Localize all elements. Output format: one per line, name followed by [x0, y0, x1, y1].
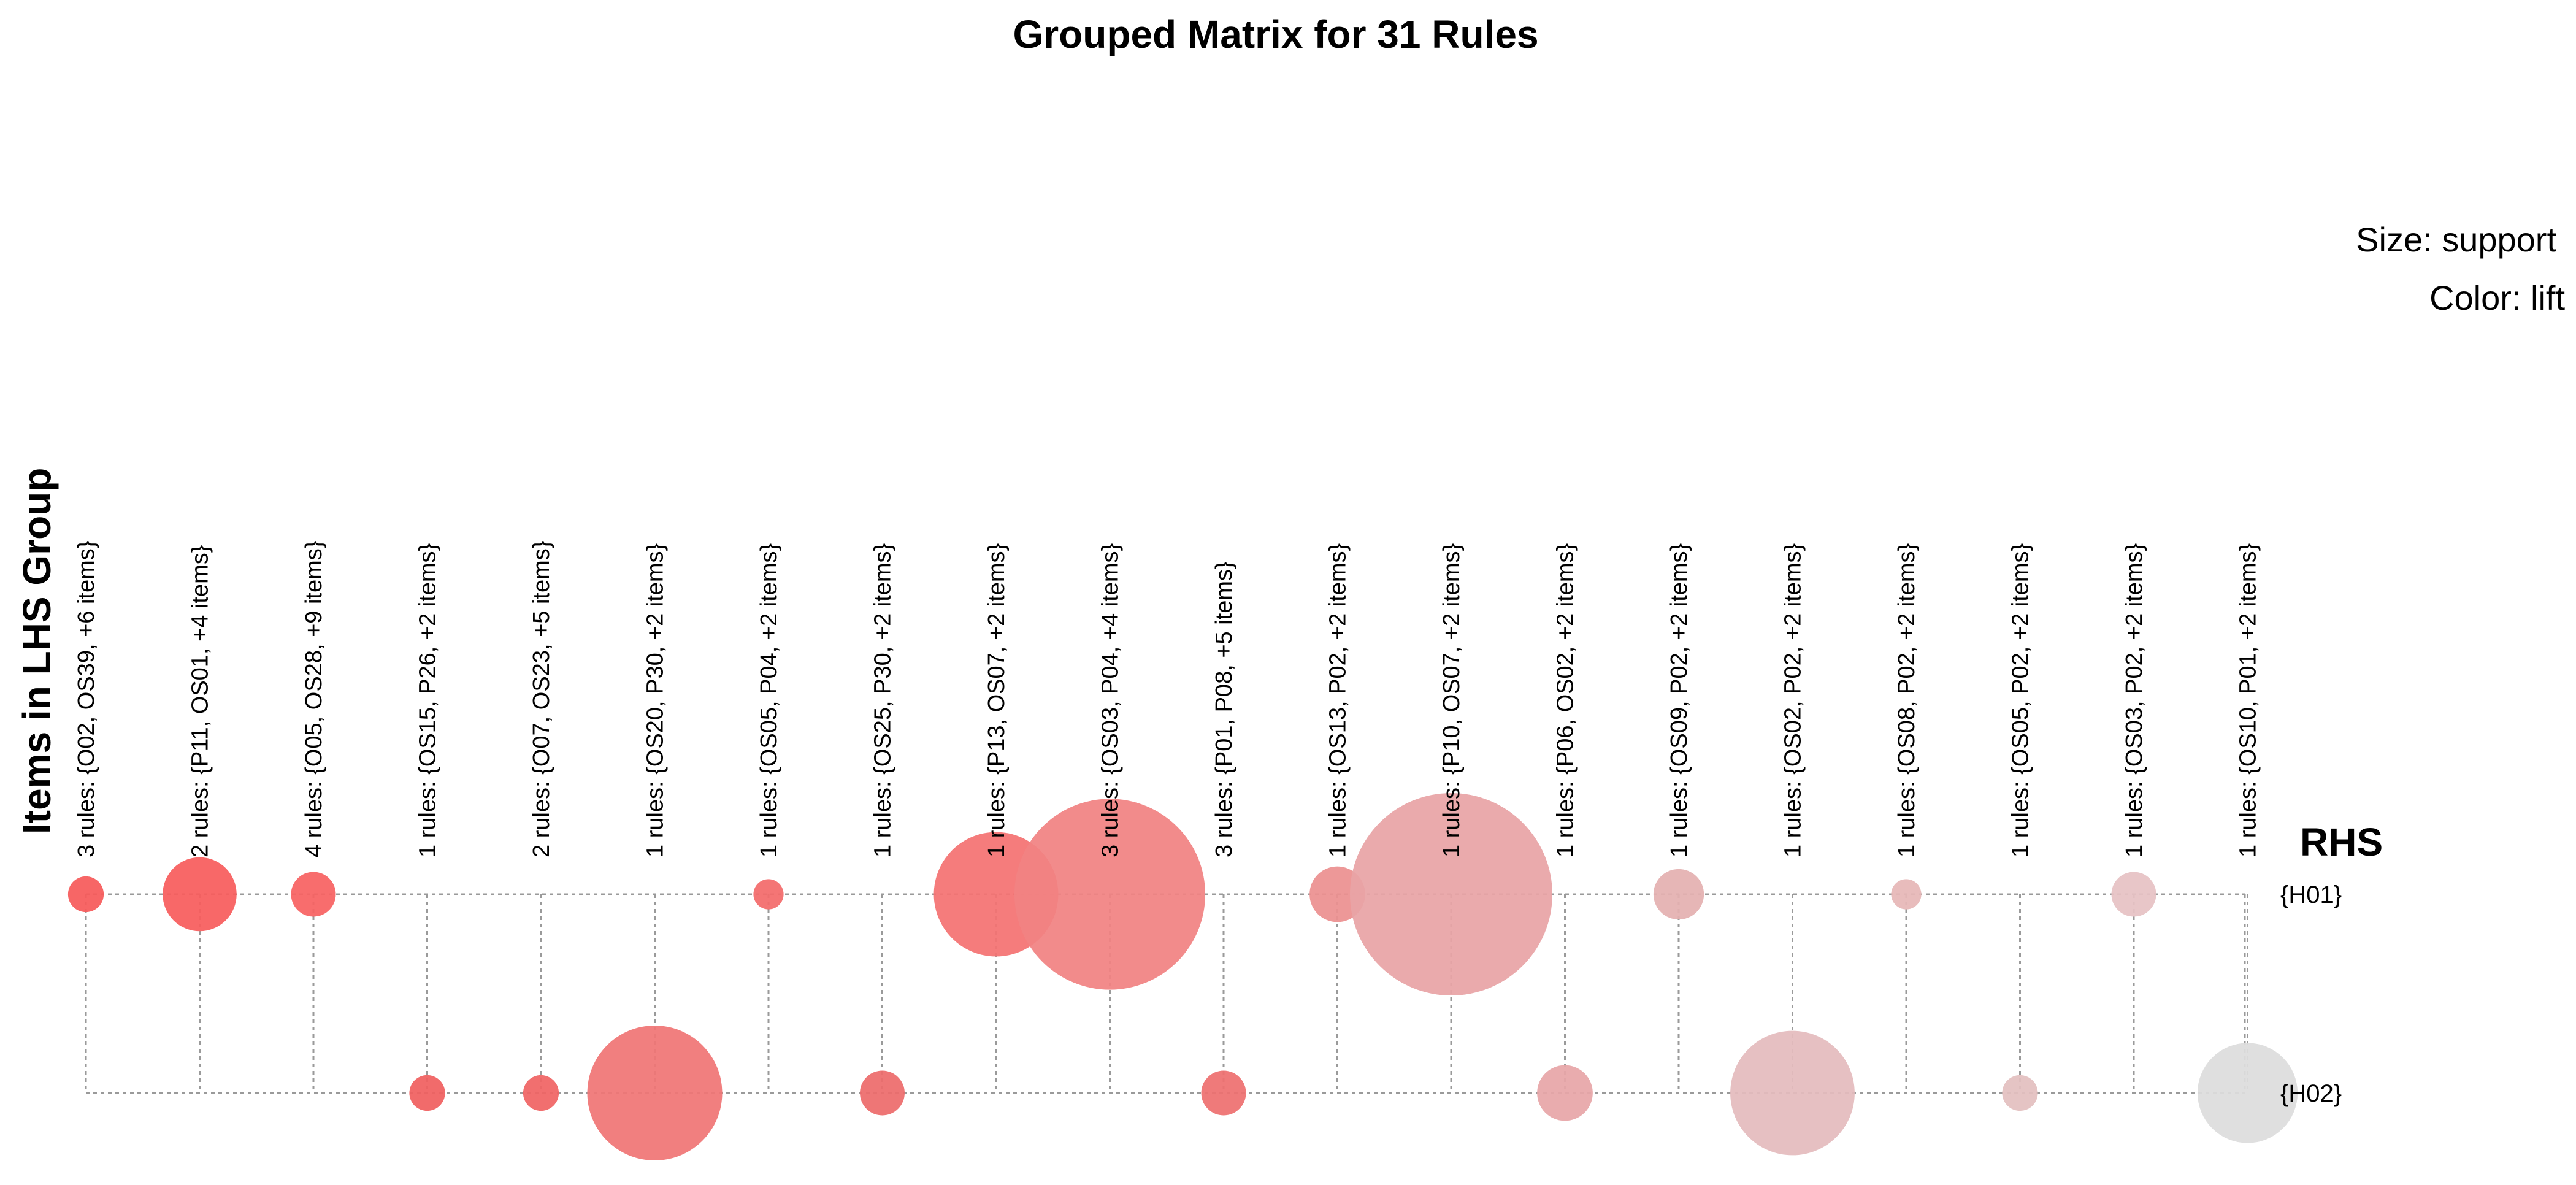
rule-bubble — [2197, 1043, 2298, 1143]
lhs-group-label: 2 rules: {O07, OS23, +5 items} — [529, 541, 554, 857]
rule-bubble — [860, 1070, 905, 1116]
lhs-group-label: 1 rules: {OS05, P02, +2 items} — [2008, 543, 2034, 857]
lhs-group-label: 3 rules: {O02, OS39, +6 items} — [74, 541, 99, 857]
rule-bubble — [587, 1026, 723, 1160]
rhs-item-label: {H02} — [2280, 1080, 2342, 1107]
lhs-group-label: 1 rules: {OS08, P02, +2 items} — [1894, 543, 1920, 857]
lhs-group-label: 1 rules: {OS05, P04, +2 items} — [756, 543, 782, 857]
lhs-group-label: 1 rules: {OS10, P01, +2 items} — [2236, 543, 2261, 857]
lhs-group-label: 4 rules: {O05, OS28, +9 items} — [301, 541, 327, 857]
rule-bubble — [163, 857, 237, 932]
legend-size-label: Size: support — [2356, 220, 2556, 259]
rule-bubble — [1730, 1030, 1855, 1156]
legend-color-label: Color: lift — [2429, 278, 2565, 317]
rule-bubble — [1537, 1065, 1593, 1121]
rule-bubble — [2002, 1075, 2038, 1111]
rule-bubble — [67, 876, 104, 913]
rule-bubble — [523, 1075, 559, 1111]
chart-title: Grouped Matrix for 31 Rules — [1013, 12, 1538, 56]
lhs-group-label: 1 rules: {OS02, P02, +2 items} — [1781, 543, 1806, 857]
bubble-layer — [67, 793, 2298, 1160]
lhs-group-label: 1 rules: {OS13, P02, +2 items} — [1325, 543, 1351, 857]
lhs-group-label: 1 rules: {OS03, P02, +2 items} — [2122, 543, 2147, 857]
lhs-group-label: 1 rules: {OS15, P26, +2 items} — [415, 543, 441, 857]
rule-bubble — [1653, 869, 1704, 920]
rule-bubble — [2111, 872, 2156, 917]
rhs-item-label: {H01} — [2280, 881, 2342, 908]
lhs-group-label: 3 rules: {P01, P08, +5 items} — [1211, 561, 1237, 857]
lhs-group-label: 1 rules: {P06, OS02, +2 items} — [1553, 543, 1579, 857]
rule-bubble — [1350, 793, 1552, 995]
rule-bubble — [409, 1075, 445, 1111]
lhs-group-label: 1 rules: {OS20, P30, +2 items} — [643, 543, 669, 857]
rule-bubble — [291, 872, 336, 917]
lhs-group-labels: 3 rules: {O02, OS39, +6 items} 2 rules: {… — [74, 541, 2261, 857]
lhs-group-label: 1 rules: {OS25, P30, +2 items} — [870, 543, 896, 857]
rule-bubble — [1201, 1070, 1246, 1116]
rhs-axis-label: RHS — [2300, 820, 2383, 864]
lhs-group-label: 2 rules: {P11, OS01, +4 items} — [188, 545, 213, 857]
rule-bubble — [753, 879, 784, 910]
grid-lines — [85, 893, 2248, 1094]
lhs-group-label: 3 rules: {OS03, P04, +4 items} — [1098, 543, 1124, 857]
rule-bubble — [1891, 879, 1922, 910]
y-axis-label: Items in LHS Group — [15, 468, 59, 834]
rhs-item-labels: {H01} {H02} — [2280, 881, 2342, 1107]
lhs-group-label: 1 rules: {P10, OS07, +2 items} — [1439, 543, 1465, 857]
lhs-group-label: 1 rules: {OS09, P02, +2 items} — [1666, 543, 1692, 857]
lhs-group-label: 1 rules: {P13, OS07, +2 items} — [984, 543, 1010, 857]
rule-bubble — [1014, 799, 1206, 990]
